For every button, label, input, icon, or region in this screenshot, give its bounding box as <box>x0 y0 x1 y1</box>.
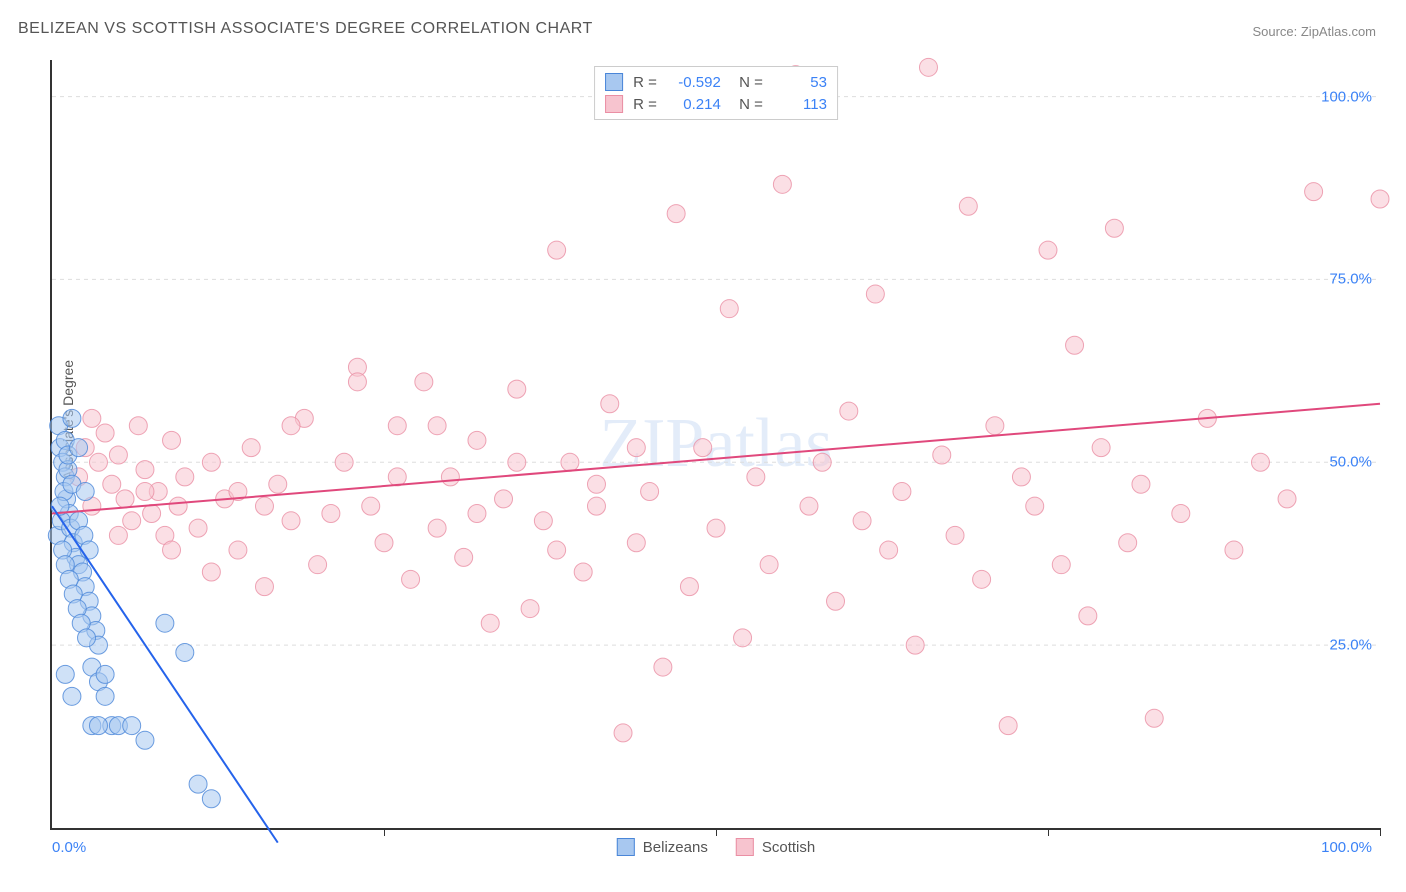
source-attribution: Source: ZipAtlas.com <box>1252 24 1376 39</box>
y-tick-label: 100.0% <box>1321 88 1372 105</box>
chart-svg <box>52 60 1380 828</box>
swatch-scottish <box>605 95 623 113</box>
stats-legend: R = -0.592 N = 53 R = 0.214 N = 113 <box>594 66 838 120</box>
legend-item-belizeans: Belizeans <box>617 838 708 856</box>
plot-area: ZIPatlas R = -0.592 N = 53 R = 0.214 N =… <box>50 60 1380 830</box>
swatch-belizeans <box>605 73 623 91</box>
stat-n-label: N = <box>731 96 763 113</box>
y-tick-label: 25.0% <box>1329 637 1372 654</box>
stats-row-scottish: R = 0.214 N = 113 <box>605 93 827 115</box>
y-tick-label: 50.0% <box>1329 454 1372 471</box>
legend-swatch-scottish <box>736 838 754 856</box>
legend-label-scottish: Scottish <box>762 839 815 856</box>
stats-row-belizeans: R = -0.592 N = 53 <box>605 71 827 93</box>
x-tick <box>716 828 717 836</box>
x-tick <box>1048 828 1049 836</box>
legend-label-belizeans: Belizeans <box>643 839 708 856</box>
bottom-legend: Belizeans Scottish <box>617 838 815 856</box>
stat-r-value-scottish: 0.214 <box>667 96 721 113</box>
x-tick <box>384 828 385 836</box>
stat-n-label: N = <box>731 74 763 91</box>
legend-item-scottish: Scottish <box>736 838 815 856</box>
legend-swatch-belizeans <box>617 838 635 856</box>
stat-r-label: R = <box>633 74 657 91</box>
chart-title: BELIZEAN VS SCOTTISH ASSOCIATE'S DEGREE … <box>18 20 593 38</box>
x-axis-max-label: 100.0% <box>1321 839 1372 856</box>
y-tick-label: 75.0% <box>1329 271 1372 288</box>
x-tick <box>1380 828 1381 836</box>
stat-n-value-belizeans: 53 <box>773 74 827 91</box>
stat-r-value-belizeans: -0.592 <box>667 74 721 91</box>
stat-n-value-scottish: 113 <box>773 96 827 113</box>
stat-r-label: R = <box>633 96 657 113</box>
x-axis-min-label: 0.0% <box>52 839 86 856</box>
